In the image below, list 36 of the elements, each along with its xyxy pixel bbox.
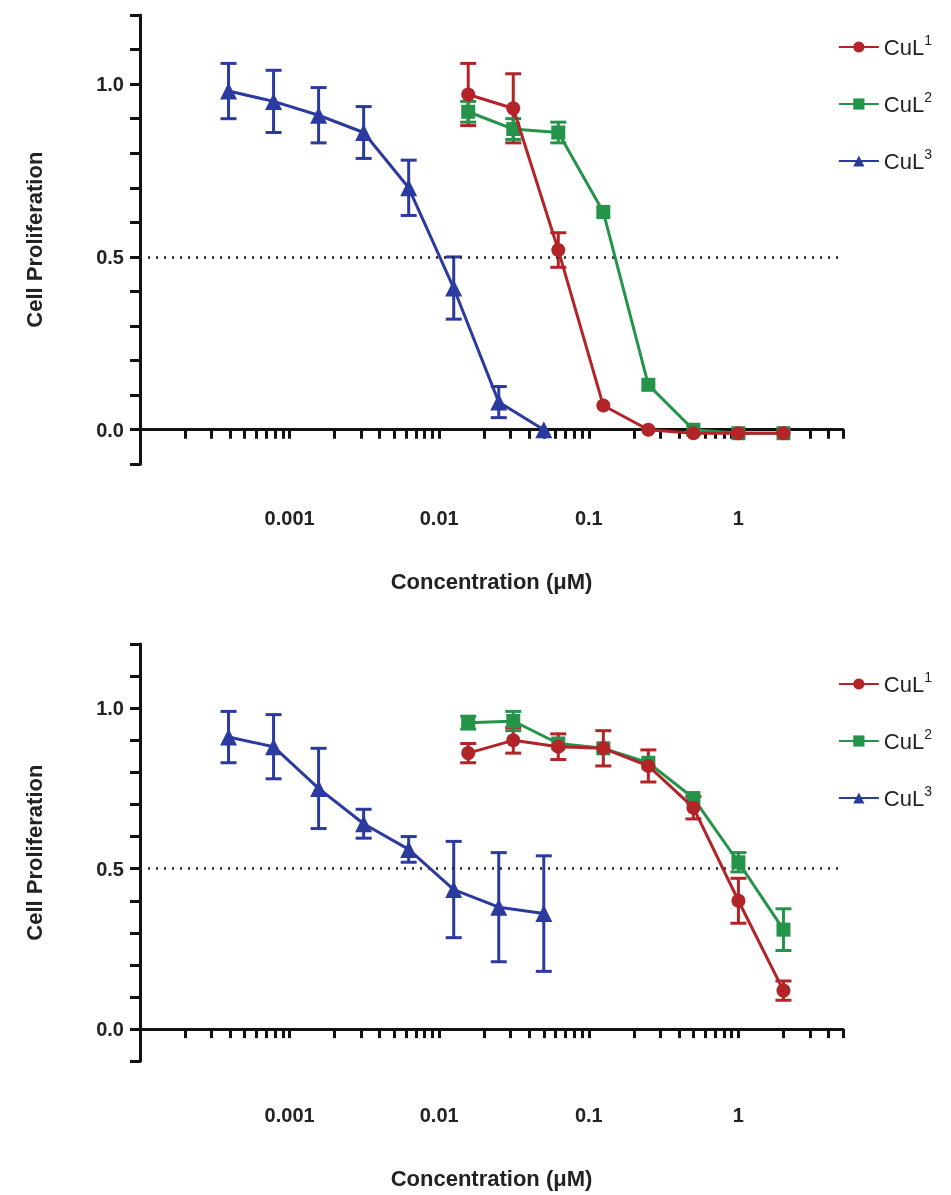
point xyxy=(776,983,791,998)
x-axis-title: Concentration (μM) xyxy=(390,568,593,594)
y-tick-label: 0.0 xyxy=(96,418,124,441)
y-axis-title: Cell Proliferation xyxy=(21,764,47,941)
point xyxy=(686,426,701,441)
point xyxy=(596,205,611,219)
point xyxy=(551,243,566,258)
x-tick-label: 0.1 xyxy=(574,1104,603,1127)
point xyxy=(776,922,791,937)
x-tick-label: 1 xyxy=(732,507,744,530)
point xyxy=(461,746,476,761)
point xyxy=(641,377,656,392)
y-tick-label: 1.0 xyxy=(96,73,124,96)
point xyxy=(506,714,521,729)
point xyxy=(596,398,611,413)
point xyxy=(506,101,521,116)
point xyxy=(461,87,476,102)
point xyxy=(686,800,701,815)
point xyxy=(461,104,476,119)
x-tick-label: 0.01 xyxy=(419,507,459,530)
x-tick-label: 0.01 xyxy=(419,1104,459,1127)
x-tick-label: 0.001 xyxy=(264,1104,315,1127)
x-tick-label: 0.1 xyxy=(574,507,603,530)
point xyxy=(506,733,521,748)
point xyxy=(641,422,656,437)
x-tick-label: 0.001 xyxy=(264,507,315,530)
y-tick-label: 0.5 xyxy=(96,857,124,880)
y-tick-label: 0.5 xyxy=(96,245,124,268)
x-axis-title: Concentration (μM) xyxy=(390,1165,593,1191)
x-tick-label: 1 xyxy=(732,1104,744,1127)
point xyxy=(731,855,746,870)
y-tick-label: 0.0 xyxy=(96,1018,124,1041)
point xyxy=(551,125,566,140)
point xyxy=(731,893,746,908)
y-axis-title: Cell Proliferation xyxy=(21,151,47,328)
y-tick-label: 1.0 xyxy=(96,697,124,720)
